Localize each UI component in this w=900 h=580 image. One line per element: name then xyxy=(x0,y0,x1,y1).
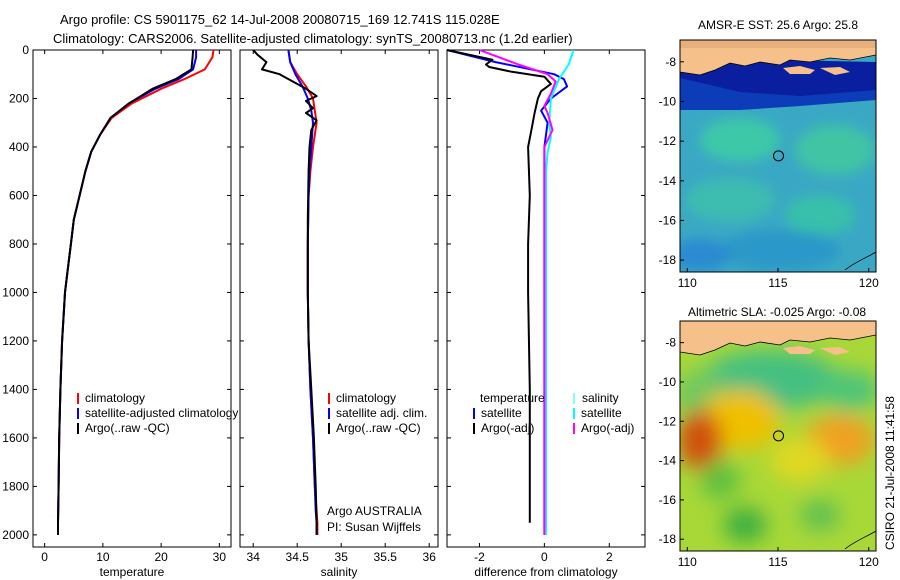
map-x-tick-label: 120 xyxy=(859,555,879,569)
legend-label: satellite-adjusted climatology xyxy=(85,406,238,420)
y-tick-label: 1600 xyxy=(2,431,29,445)
map-x-tick-label: 110 xyxy=(678,276,697,290)
map-y-tick-label: -8 xyxy=(665,336,676,350)
legend-title-temperature: temperature xyxy=(480,391,545,405)
sst-map xyxy=(680,40,876,272)
map-y-tick-label: -18 xyxy=(659,532,677,546)
y-tick-label: 600 xyxy=(9,188,29,202)
x-tick-label: 36 xyxy=(423,550,437,564)
map-y-tick-label: -10 xyxy=(659,375,677,389)
series-line-climatology xyxy=(57,49,215,535)
profile-panels: 0 10 20 30020040060080010001200140016001800… xyxy=(2,43,646,579)
panel-frame xyxy=(239,49,439,548)
legend-label: climatology xyxy=(85,391,145,405)
legend-label: Argo(-adj) xyxy=(481,421,534,435)
map-y-tick-label: -8 xyxy=(665,55,676,69)
series-line-temperature-argo-adj- xyxy=(446,49,552,523)
series-line-argo-raw-qc- xyxy=(252,49,318,535)
map-x-tick-label: 120 xyxy=(859,276,879,290)
y-tick-label: 800 xyxy=(9,237,29,251)
x-tick-label: 10 xyxy=(96,550,110,564)
sla-map-title: Altimetric SLA: -0.025 Argo: -0.08 xyxy=(688,305,866,319)
series-line-argo-raw-qc- xyxy=(57,49,195,535)
map-y-tick-label: -16 xyxy=(659,213,677,227)
map-y-tick-label: -14 xyxy=(659,174,677,188)
x-tick-label: 35.5 xyxy=(374,550,398,564)
figure-title-line2: Climatology: CARS2006. Satellite-adjuste… xyxy=(53,31,573,46)
map-y-tick-label: -16 xyxy=(659,493,677,507)
map-y-tick-label: -18 xyxy=(659,253,677,267)
pi-label: PI: Susan Wijffels xyxy=(327,520,421,534)
map-x-tick-label: 115 xyxy=(768,555,787,569)
legend-label: Argo(-adj) xyxy=(581,421,634,435)
y-tick-label: 1400 xyxy=(2,382,29,396)
panel-temperature: 0 10 20 30 0 200 400 600 800 1000 1200 1400 1600 1800… xyxy=(2,43,238,579)
y-tick-label: 1800 xyxy=(2,479,29,493)
x-tick-label: 2 xyxy=(606,550,613,564)
series-line-salinity-argo-adj- xyxy=(479,49,557,535)
map-y-tick-label: -10 xyxy=(659,94,677,108)
side-timestamp-label: CSIRO 21-Jul-2008 11:41:58 xyxy=(883,396,897,550)
panel-frame xyxy=(446,49,646,548)
sst-map-axes: 110 115 120 -8 -10 -12 -14 -16 -18 xyxy=(659,55,879,290)
y-tick-label: 1000 xyxy=(2,285,29,299)
panel-frame xyxy=(32,49,232,548)
argo-australia-label: Argo AUSTRALIA xyxy=(327,504,422,518)
y-tick-label: 0 xyxy=(22,43,29,57)
sla-map-axes: 110 115 120 -8 -10 -12 -14 -16 -18 xyxy=(659,336,879,569)
x-tick-label: 34 xyxy=(247,550,261,564)
y-tick-label: 400 xyxy=(9,140,29,154)
legend-label: satellite xyxy=(581,406,622,420)
series-line-satellite-adjusted-climatology xyxy=(57,50,198,535)
map-y-tick-label: -12 xyxy=(659,134,677,148)
sst-map-title: AMSR-E SST: 25.6 Argo: 25.8 xyxy=(698,18,858,32)
legend-label: satellite adj. clim. xyxy=(336,406,427,420)
x-tick-label: 30 xyxy=(213,550,227,564)
y-tick-label: 1200 xyxy=(2,334,29,348)
x-tick-label: 34.5 xyxy=(286,550,310,564)
legend-label: satellite xyxy=(481,406,522,420)
map-x-tick-label: 115 xyxy=(768,276,787,290)
figure-title-line1: Argo profile: CS 5901175_62 14-Jul-2008 … xyxy=(60,12,500,27)
series-line-salinity-satellite xyxy=(545,49,575,535)
panel-salinity: 34 34.5 35 35.5 36 salinity climatologysatelli… xyxy=(239,49,439,579)
legend-label: Argo(..raw -QC) xyxy=(85,421,170,435)
x-tick-label: 35 xyxy=(335,550,349,564)
sla-argo-marker xyxy=(773,430,785,442)
x-axis-label: temperature xyxy=(100,565,165,579)
x-tick-label: 0 xyxy=(541,550,548,564)
legend-label: climatology xyxy=(336,391,396,405)
map-y-tick-label: -14 xyxy=(659,454,677,468)
x-tick-label: -2 xyxy=(474,550,485,564)
y-tick-label: 2000 xyxy=(2,528,29,542)
map-x-tick-label: 110 xyxy=(678,555,697,569)
legend-label: Argo(..raw -QC) xyxy=(336,421,421,435)
x-tick-label: 20 xyxy=(154,550,168,564)
sst-argo-marker xyxy=(773,150,785,162)
x-axis-label: salinity xyxy=(321,565,358,579)
map-y-tick-label: -12 xyxy=(659,414,677,428)
x-axis-label: difference from climatology xyxy=(474,565,617,579)
x-tick-label: 0 xyxy=(41,550,48,564)
y-tick-label: 200 xyxy=(9,91,29,105)
sla-map xyxy=(680,321,876,551)
series-line-satellite-adj-clim- xyxy=(287,49,318,535)
legend-title-salinity: salinity xyxy=(582,391,619,405)
